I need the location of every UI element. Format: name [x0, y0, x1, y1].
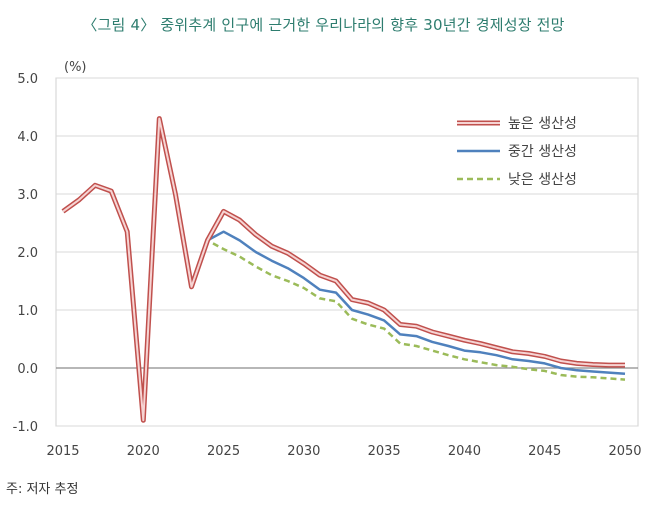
y-tick-label: 0.0 — [17, 362, 38, 377]
series-line-high-inner — [62, 117, 625, 422]
x-tick-label: 2050 — [608, 444, 641, 459]
x-tick-label: 2020 — [127, 444, 160, 459]
x-tick-label: 2015 — [46, 444, 79, 459]
legend-label: 낮은 생산성 — [508, 172, 577, 188]
legend-label: 높은 생산성 — [508, 116, 577, 132]
source-note: 주: 저자 추정 — [6, 482, 79, 497]
gridlines — [56, 77, 638, 427]
x-tick-label: 2045 — [528, 444, 561, 459]
x-tick-label: 2035 — [368, 444, 401, 459]
x-axis-ticks: 2015 2020 2025 2030 2035 2040 2045 2050 — [46, 444, 641, 459]
y-tick-label: -1.0 — [13, 420, 38, 435]
series-lines — [61, 116, 626, 423]
x-tick-label: 2025 — [207, 444, 240, 459]
y-tick-label: 4.0 — [17, 130, 38, 145]
x-tick-label: 2040 — [448, 444, 481, 459]
legend-label: 중간 생산성 — [508, 144, 577, 160]
y-unit-label: (%) — [64, 60, 87, 75]
y-axis-ticks: -1.0 0.0 1.0 2.0 3.0 4.0 5.0 — [13, 72, 38, 435]
y-tick-label: 3.0 — [17, 188, 38, 203]
y-tick-label: 5.0 — [17, 72, 38, 87]
chart-title: 〈그림 4〉 중위추계 인구에 근거한 우리나라의 향후 30년간 경제성장 전… — [82, 16, 565, 34]
y-tick-label: 2.0 — [17, 246, 38, 261]
x-tick-label: 2030 — [287, 444, 320, 459]
y-tick-label: 1.0 — [17, 304, 38, 319]
